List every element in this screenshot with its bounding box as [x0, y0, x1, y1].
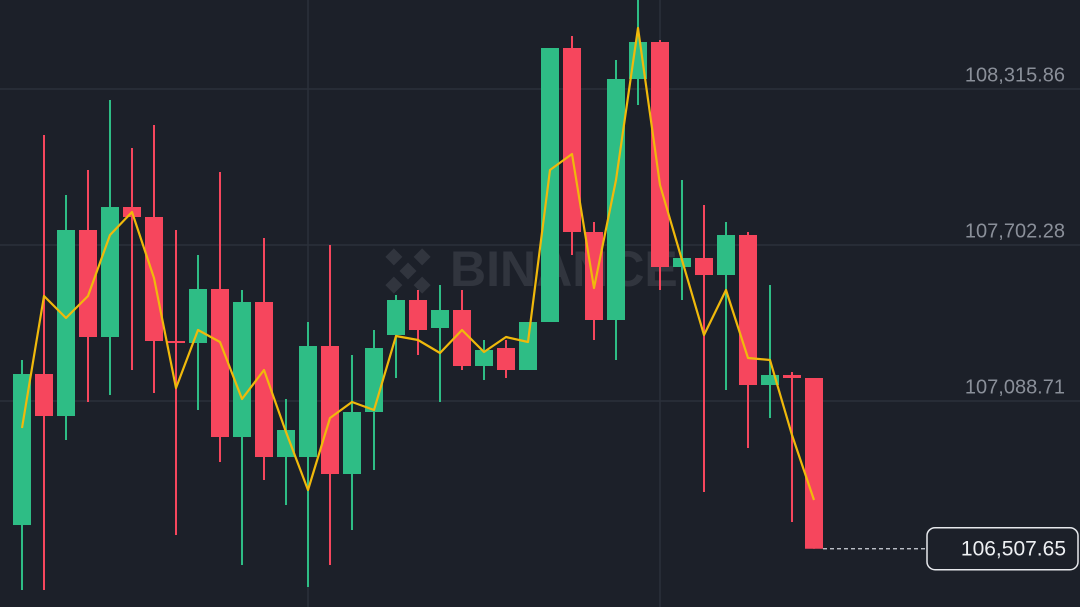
candle-body	[629, 41, 647, 80]
candle-body	[783, 375, 801, 379]
candle-body	[805, 378, 823, 549]
candle-body	[761, 375, 779, 386]
candle-body	[431, 310, 449, 329]
candle-body	[519, 322, 537, 371]
candle-body	[343, 412, 361, 475]
candle-body	[541, 47, 559, 323]
candle-body	[475, 350, 493, 367]
candle-body	[13, 374, 31, 526]
y-tick-label: 108,315.86	[965, 64, 1065, 86]
candle-body	[233, 302, 251, 438]
candle-body	[189, 289, 207, 344]
candle-body	[277, 430, 295, 458]
overlay: 106,507.65	[20, 26, 1079, 571]
y-tick-label: 107,088.71	[965, 376, 1065, 398]
candle-body	[299, 346, 317, 458]
candle-body	[497, 348, 515, 371]
candle-body	[409, 300, 427, 331]
candle-body	[607, 79, 625, 321]
candle-body	[101, 207, 119, 338]
last-price-box	[926, 526, 1079, 571]
last-price-label: 106,507.65	[961, 537, 1066, 560]
watermark-group: BINANCE	[385, 241, 678, 297]
candle-body	[79, 230, 97, 338]
candle-body	[387, 300, 405, 336]
candle-body	[365, 348, 383, 413]
candle-body	[57, 230, 75, 417]
candle-body	[167, 341, 185, 344]
candle-body	[651, 41, 669, 268]
candle-body	[35, 374, 53, 417]
candle-body	[563, 47, 581, 233]
y-tick-label: 107,702.28	[965, 220, 1065, 242]
candle-body	[695, 258, 713, 276]
grid: 108,315.86 107,702.28 107,088.71	[0, 64, 1080, 402]
candle-body	[739, 235, 757, 386]
candle-body	[717, 235, 735, 276]
watermark: BINANCE	[450, 241, 678, 297]
candle-body	[211, 289, 229, 438]
candle-body	[321, 346, 339, 475]
candle-body	[255, 302, 273, 458]
candle-body	[453, 310, 471, 367]
ma-line	[20, 26, 816, 501]
